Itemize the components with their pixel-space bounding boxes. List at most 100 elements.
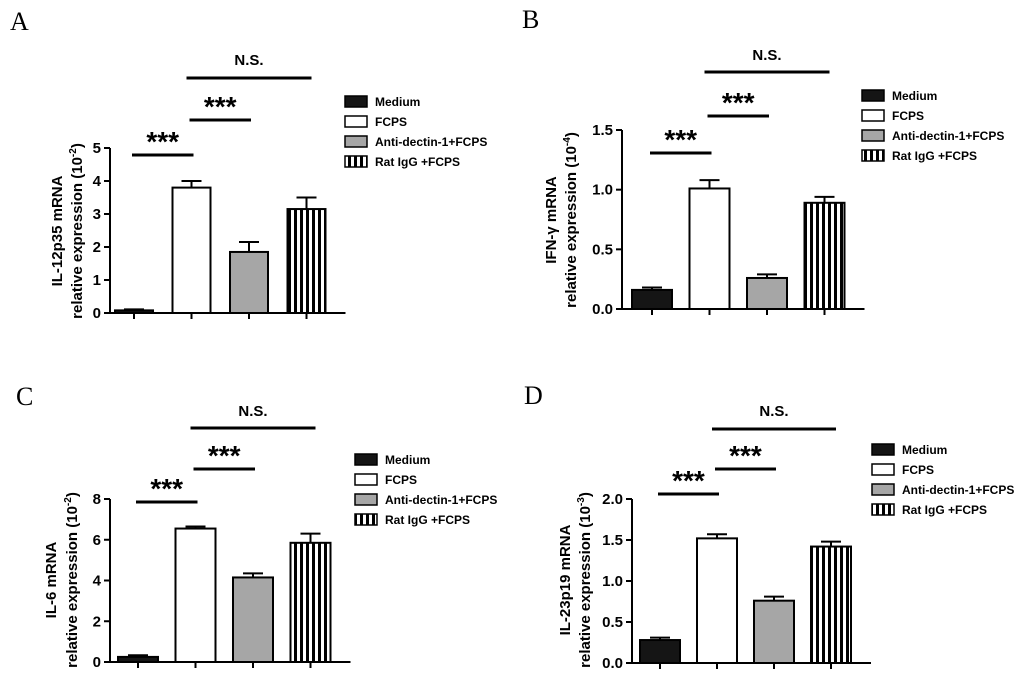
y-tick-label: 8 [93, 491, 101, 508]
significance-label: *** [146, 126, 179, 157]
y-axis-subtitle: relative expression (10-4) [562, 132, 580, 308]
bar-medium [639, 639, 681, 664]
y-axis-title: IL-12p35 mRNA [49, 175, 66, 286]
panel-C: C 0 2 4 6 8 IL-6 mRNA relative expression (10-2… [16, 382, 497, 671]
y-tick-label: 4 [93, 173, 102, 190]
significance-label: *** [722, 87, 755, 118]
y-axis-subtitle-text: relative expression (10 [563, 146, 580, 308]
significance-label: *** [729, 440, 762, 471]
bar-medium [631, 288, 673, 311]
legend-swatch [344, 115, 368, 128]
legend-swatch [354, 453, 378, 466]
bar-fcps [171, 186, 212, 315]
y-axis-subtitle-close: ) [577, 492, 594, 497]
bar-fcps [688, 187, 731, 310]
y-tick-label: 1.0 [602, 573, 623, 590]
bar-rat-igg-fcps [289, 541, 332, 664]
y-axis-subtitle-text: relative expression (10 [64, 506, 81, 668]
y-tick-label: 5 [93, 140, 101, 157]
panel-letter: D [524, 381, 543, 410]
y-axis-subtitle: relative expression (10-3) [576, 492, 594, 668]
bar-anti-dectin-1-fcps [746, 276, 788, 310]
y-axis-exponent: -2 [68, 148, 79, 157]
legend-label: Rat IgG +FCPS [375, 155, 460, 169]
bar-anti-dectin-1-fcps [229, 250, 269, 314]
significance-label: *** [208, 440, 241, 471]
y-axis-exponent: -4 [562, 137, 573, 146]
y-axis-subtitle-close: ) [563, 132, 580, 137]
panel-letter: B [522, 5, 539, 34]
panel-letter: A [10, 7, 29, 36]
y-axis-subtitle: relative expression (10-2) [63, 492, 81, 668]
y-tick-label: 1.0 [592, 182, 613, 199]
significance-label: *** [672, 465, 705, 496]
significance-label: *** [664, 124, 697, 155]
legend: Medium FCPS Anti-dectin-1+FCPS Rat IgG +FCP… [354, 453, 497, 527]
legend-label: Rat IgG +FCPS [385, 513, 470, 527]
y-axis-title: IL-23p19 mRNA [557, 524, 574, 635]
y-axis-exponent: -2 [63, 497, 74, 506]
legend-label: FCPS [375, 115, 407, 129]
y-tick-label: 0.0 [592, 301, 613, 318]
legend-label: Anti-dectin-1+FCPS [385, 493, 497, 507]
significance-label: N.S. [238, 403, 267, 420]
legend: Medium FCPS Anti-dectin-1+FCPS Rat IgG +FCP… [871, 443, 1014, 517]
legend-label: Anti-dectin-1+FCPS [375, 135, 487, 149]
significance-label: N.S. [759, 403, 788, 420]
y-tick-label: 3 [93, 206, 101, 223]
y-axis-subtitle-text: relative expression (10 [69, 157, 86, 319]
y-tick-label: 2.0 [602, 491, 623, 508]
legend-label: Medium [902, 443, 947, 457]
y-tick-label: 1 [93, 272, 101, 289]
y-axis-subtitle: relative expression (10-2) [68, 143, 86, 319]
bar-medium [117, 655, 159, 663]
y-axis-subtitle-close: ) [64, 492, 81, 497]
legend-label: Medium [892, 89, 937, 103]
legend-label: Rat IgG +FCPS [902, 503, 987, 517]
legend-swatch [344, 135, 368, 148]
bar-fcps [174, 527, 217, 664]
legend-swatch [861, 129, 885, 142]
significance-label: *** [204, 91, 237, 122]
y-tick-label: 0 [93, 305, 101, 322]
legend-swatch [871, 443, 895, 456]
y-tick-label: 0.5 [592, 241, 613, 258]
panel-D: D 0.0 0.5 1.0 1.5 2.0 IL-23p19 mRNA relative ex… [524, 381, 1014, 672]
legend: Medium FCPS Anti-dectin-1+FCPS Rat IgG +FCP… [344, 95, 487, 169]
panel-A: A 0 1 2 3 4 5 IL-12p35 mRNA relative expression … [10, 7, 487, 322]
legend-label: Rat IgG +FCPS [892, 149, 977, 163]
y-tick-label: 0.0 [602, 655, 623, 672]
y-axis-subtitle-close: ) [69, 143, 86, 148]
legend-swatch [861, 149, 885, 162]
legend-label: FCPS [892, 109, 924, 123]
legend-swatch [861, 89, 885, 102]
bar-anti-dectin-1-fcps [232, 576, 274, 663]
bar-rat-igg-fcps [810, 545, 852, 664]
legend-swatch [861, 109, 885, 122]
y-axis-title: IL-6 mRNA [43, 541, 60, 618]
legend-label: Medium [385, 453, 430, 467]
y-axis-subtitle-text: relative expression (10 [577, 506, 594, 668]
legend-swatch [871, 463, 895, 476]
bar-rat-igg-fcps [803, 201, 846, 310]
legend-swatch [354, 473, 378, 486]
legend-swatch [871, 503, 895, 516]
significance-label: *** [150, 473, 183, 504]
y-tick-label: 1.5 [602, 532, 623, 549]
panel-B: B 0.0 0.5 1.0 1.5 IFN-γ mRNA relative expressi… [522, 5, 1004, 318]
y-tick-label: 0.5 [602, 614, 623, 631]
y-tick-label: 1.5 [592, 122, 613, 139]
bar-fcps [696, 537, 738, 664]
panel-letter: C [16, 382, 33, 411]
y-axis-title: IFN-γ mRNA [543, 176, 560, 264]
legend-label: FCPS [902, 463, 934, 477]
significance-label: N.S. [234, 52, 263, 69]
y-tick-label: 6 [93, 532, 101, 549]
bar-rat-igg-fcps [286, 208, 327, 314]
y-axis-exponent: -3 [576, 497, 587, 506]
legend-swatch [354, 513, 378, 526]
y-tick-label: 2 [93, 239, 101, 256]
y-tick-label: 2 [93, 613, 101, 630]
legend-swatch [871, 483, 895, 496]
